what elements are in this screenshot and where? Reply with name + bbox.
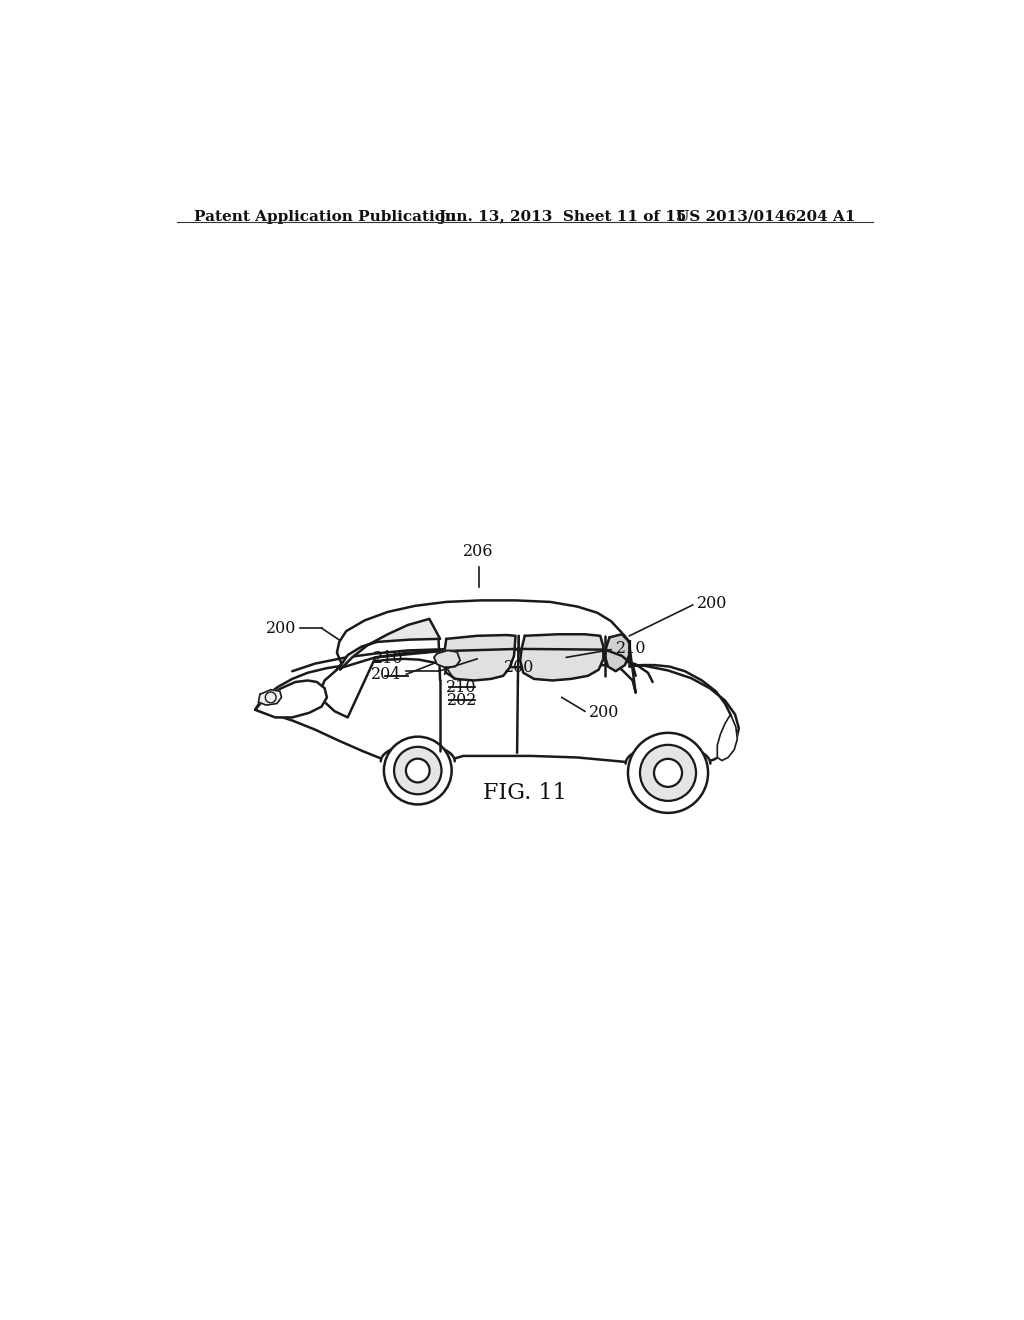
Text: FIG. 11: FIG. 11 [483, 781, 566, 804]
Polygon shape [605, 635, 630, 671]
Circle shape [384, 737, 452, 804]
Polygon shape [381, 744, 455, 775]
Text: 206: 206 [463, 544, 494, 561]
Circle shape [394, 747, 441, 795]
Circle shape [654, 759, 682, 787]
Polygon shape [434, 651, 460, 668]
Text: Jun. 13, 2013  Sheet 11 of 15: Jun. 13, 2013 Sheet 11 of 15 [438, 210, 687, 224]
Text: 200: 200 [589, 705, 620, 721]
Circle shape [265, 692, 276, 702]
Polygon shape [626, 746, 711, 781]
Polygon shape [443, 635, 515, 681]
Text: 204: 204 [372, 665, 401, 682]
Circle shape [640, 744, 696, 801]
Text: 200: 200 [266, 619, 296, 636]
Polygon shape [520, 635, 603, 681]
Circle shape [406, 759, 430, 783]
Text: 200: 200 [504, 659, 534, 676]
Polygon shape [717, 715, 737, 760]
Polygon shape [340, 619, 440, 669]
Text: 210: 210 [446, 678, 477, 696]
Circle shape [628, 733, 708, 813]
Text: 200: 200 [697, 595, 728, 612]
Polygon shape [258, 689, 282, 705]
Text: 202: 202 [446, 692, 477, 709]
Text: US 2013/0146204 A1: US 2013/0146204 A1 [677, 210, 856, 224]
Text: Patent Application Publication: Patent Application Publication [194, 210, 456, 224]
Polygon shape [255, 681, 327, 718]
Text: 210: 210 [374, 649, 403, 667]
Polygon shape [319, 601, 636, 718]
Text: 210: 210 [615, 640, 646, 656]
Polygon shape [255, 659, 739, 771]
